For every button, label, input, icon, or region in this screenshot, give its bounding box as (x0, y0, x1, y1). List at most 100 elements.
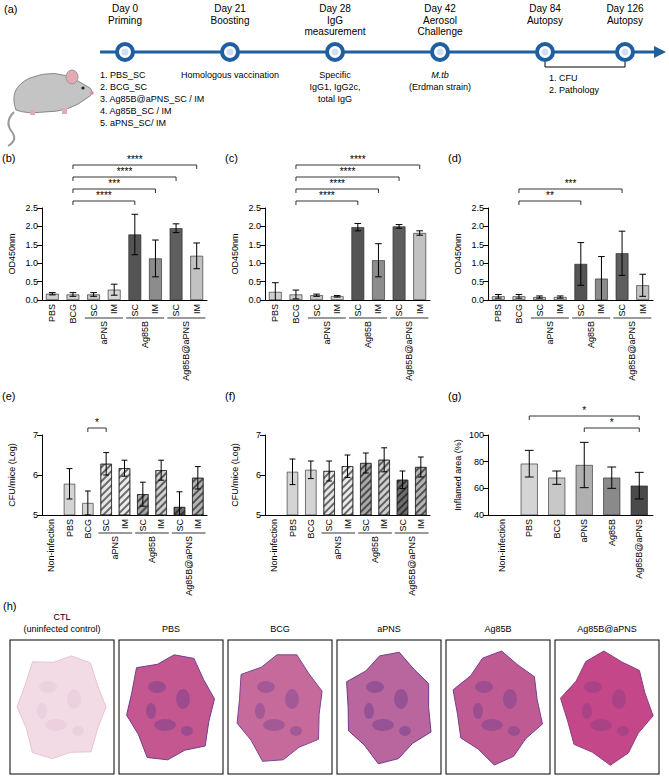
svg-text:aPNS: aPNS (545, 321, 555, 345)
svg-text:Aerosol: Aerosol (423, 15, 457, 26)
svg-text:(a): (a) (4, 3, 17, 15)
svg-text:OD450nm: OD450nm (230, 233, 240, 274)
svg-text:1.0: 1.0 (25, 258, 38, 268)
svg-text:1. CFU: 1. CFU (549, 73, 578, 83)
svg-text:PBS: PBS (524, 519, 534, 537)
svg-text:5. aPNS_SC/ IM: 5. aPNS_SC/ IM (100, 118, 166, 128)
svg-text:Boosting: Boosting (211, 15, 250, 26)
svg-text:SC: SC (138, 519, 148, 532)
svg-text:Day 21: Day 21 (214, 3, 246, 14)
svg-text:(e): (e) (2, 390, 15, 402)
svg-text:IM: IM (109, 304, 119, 314)
svg-text:Ag85B@aPNS: Ag85B@aPNS (181, 321, 191, 381)
svg-text:SC: SC (576, 304, 586, 317)
svg-text:0.0: 0.0 (471, 295, 484, 305)
svg-text:IM: IM (596, 304, 606, 314)
svg-text:Homologous vaccination: Homologous vaccination (181, 70, 279, 80)
svg-text:****: **** (96, 190, 112, 201)
svg-text:PBS: PBS (162, 624, 180, 634)
svg-text:OD450nm: OD450nm (453, 233, 463, 274)
svg-text:Challenge: Challenge (417, 26, 462, 37)
svg-text:1.5: 1.5 (248, 240, 261, 250)
svg-text:SC: SC (535, 304, 545, 317)
svg-text:OD450nm: OD450nm (7, 233, 17, 274)
svg-text:Day 84: Day 84 (529, 3, 561, 14)
svg-text:Ag85B@aPNS: Ag85B@aPNS (634, 519, 644, 579)
svg-text:2. BCG_SC: 2. BCG_SC (100, 82, 148, 92)
svg-text:2.0: 2.0 (471, 221, 484, 231)
svg-text:CTL: CTL (53, 612, 70, 622)
svg-text:0.0: 0.0 (25, 295, 38, 305)
svg-text:3. Ag85B@aPNS_SC / IM: 3. Ag85B@aPNS_SC / IM (100, 94, 204, 104)
svg-text:****: **** (117, 166, 133, 177)
svg-text:aPNS: aPNS (322, 321, 332, 345)
svg-text:SC: SC (394, 304, 404, 317)
svg-text:80: 80 (474, 457, 484, 467)
svg-text:SC: SC (175, 519, 185, 532)
svg-text:Ag85B: Ag85B (147, 536, 157, 563)
svg-text:IgG1, IgG2c,: IgG1, IgG2c, (309, 82, 360, 92)
svg-text:0.5: 0.5 (248, 277, 261, 287)
svg-text:Non-infection: Non-infection (46, 519, 56, 572)
svg-text:Specific: Specific (319, 70, 351, 80)
svg-text:BCG: BCG (83, 519, 93, 539)
svg-text:Ag85B: Ag85B (586, 321, 596, 348)
svg-text:7: 7 (33, 430, 38, 440)
svg-text:Priming: Priming (108, 15, 142, 26)
svg-text:IM: IM (332, 304, 342, 314)
svg-text:(d): (d) (448, 152, 461, 164)
svg-text:40: 40 (474, 510, 484, 520)
svg-text:(h): (h) (3, 600, 16, 612)
svg-text:*: * (95, 417, 99, 428)
svg-text:SC: SC (353, 304, 363, 317)
svg-text:6: 6 (256, 470, 261, 480)
svg-text:Day 42: Day 42 (424, 3, 456, 14)
svg-text:(c): (c) (225, 152, 238, 164)
svg-text:****: **** (319, 190, 335, 201)
svg-text:aPNS: aPNS (377, 624, 401, 634)
svg-text:PBS: PBS (288, 519, 298, 537)
svg-text:(uninfected control): (uninfected control) (23, 624, 100, 634)
svg-text:M.tb: M.tb (431, 70, 449, 80)
svg-text:0.0: 0.0 (248, 295, 261, 305)
svg-text:IM: IM (120, 519, 130, 529)
svg-text:Ag85B: Ag85B (607, 519, 617, 546)
svg-text:0.5: 0.5 (25, 277, 38, 287)
svg-text:BCG: BCG (68, 304, 78, 324)
svg-text:IM: IM (555, 304, 565, 314)
svg-text:0.5: 0.5 (471, 277, 484, 287)
svg-text:IM: IM (415, 304, 425, 314)
svg-text:Inflamed area (%): Inflamed area (%) (453, 439, 463, 511)
svg-text:IM: IM (638, 304, 648, 314)
svg-text:IM: IM (192, 304, 202, 314)
svg-text:Ag85B: Ag85B (140, 321, 150, 348)
svg-text:IgG: IgG (327, 15, 343, 26)
svg-text:60: 60 (474, 483, 484, 493)
svg-text:(g): (g) (448, 390, 461, 402)
svg-text:1.0: 1.0 (471, 258, 484, 268)
svg-text:Ag85B@aPNS: Ag85B@aPNS (404, 321, 414, 381)
svg-text:aPNS: aPNS (333, 536, 343, 560)
svg-text:Autopsy: Autopsy (607, 15, 643, 26)
svg-text:aPNS: aPNS (579, 519, 589, 543)
svg-text:(b): (b) (2, 152, 15, 164)
svg-text:(f): (f) (225, 390, 235, 402)
svg-text:PBS: PBS (270, 304, 280, 322)
svg-text:****: **** (329, 178, 345, 189)
svg-text:BCG: BCG (514, 304, 524, 324)
svg-text:IM: IM (373, 304, 383, 314)
svg-text:SC: SC (617, 304, 627, 317)
svg-text:IM: IM (150, 304, 160, 314)
svg-text:(Erdman strain): (Erdman strain) (409, 82, 471, 92)
svg-text:SC: SC (89, 304, 99, 317)
svg-text:Non-infection: Non-infection (497, 519, 507, 572)
svg-text:1.5: 1.5 (471, 240, 484, 250)
svg-text:Ag85B@aPNS: Ag85B@aPNS (627, 321, 637, 381)
svg-text:SC: SC (312, 304, 322, 317)
svg-text:Ag85B: Ag85B (484, 624, 511, 634)
svg-text:IM: IM (193, 519, 203, 529)
svg-text:Non-infection: Non-infection (269, 519, 279, 572)
svg-text:Day 0: Day 0 (112, 3, 139, 14)
svg-text:1.0: 1.0 (248, 258, 261, 268)
svg-text:SC: SC (101, 519, 111, 532)
